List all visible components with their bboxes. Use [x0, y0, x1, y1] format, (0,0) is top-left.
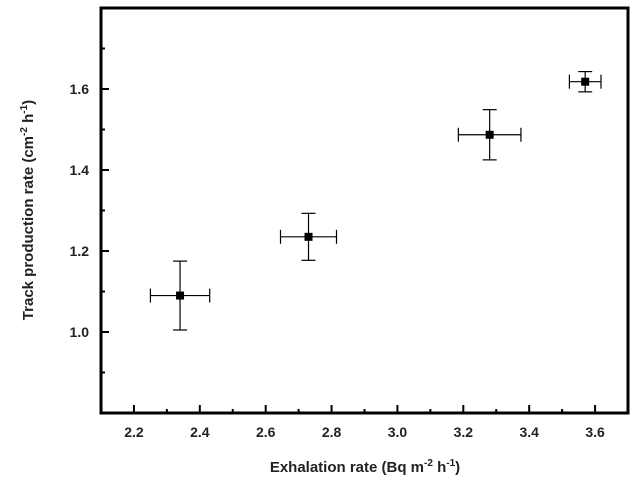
- x-tick-label: 3.4: [519, 424, 539, 440]
- data-point-marker: [581, 77, 590, 86]
- y-tick-label: 1.2: [70, 243, 90, 259]
- y-tick-label: 1.4: [70, 162, 90, 178]
- x-tick-label: 3.2: [454, 424, 474, 440]
- plot-frame: [99, 6, 630, 415]
- x-tick-labels: 2.2 2.4 2.6 2.8 3.0 3.2 3.4 3.6: [124, 424, 605, 440]
- data-point-marker: [485, 130, 494, 139]
- x-tick-label: 3.6: [585, 424, 605, 440]
- y-tick-label: 1.6: [70, 81, 90, 97]
- data-markers: [176, 77, 590, 300]
- y-tick-label: 1.0: [70, 324, 90, 340]
- error-bars: [149, 70, 602, 331]
- axis-ticks: [100, 47, 629, 413]
- data-point-marker: [176, 291, 185, 300]
- x-tick-label: 3.0: [388, 424, 408, 440]
- data-point-marker: [304, 232, 313, 241]
- x-axis-title: Exhalation rate (Bq m-2 h-1): [270, 458, 460, 476]
- x-tick-label: 2.8: [322, 424, 342, 440]
- y-tick-labels: 1.0 1.2 1.4 1.6: [70, 81, 90, 340]
- x-tick-label: 2.4: [190, 424, 210, 440]
- x-tick-label: 2.2: [124, 424, 144, 440]
- y-axis-title: Track production rate (cm-2 h-1): [19, 100, 37, 320]
- x-tick-label: 2.6: [256, 424, 276, 440]
